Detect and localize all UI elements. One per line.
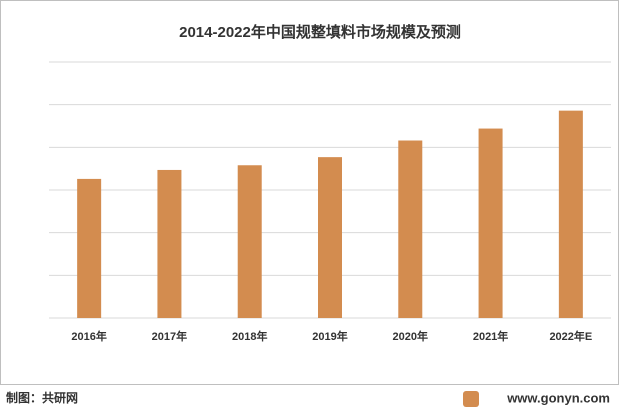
credit: 制图：共研网: [6, 390, 78, 405]
x-tick-label: 2022年E: [549, 329, 592, 343]
x-tick-label: 2021年: [473, 329, 508, 343]
bar: [157, 169, 182, 318]
bar: [398, 140, 423, 318]
website: www.gonyn.com: [506, 390, 610, 405]
chart-title: 2014-2022年中国规整填料市场规模及预测: [179, 23, 461, 41]
bar: [558, 110, 583, 318]
x-tick-label: 2020年: [393, 329, 428, 343]
logo: [463, 391, 479, 407]
chart-frame: [0, 0, 619, 385]
x-tick-label: 2018年: [232, 329, 267, 343]
bar: [77, 178, 102, 318]
bar: [237, 165, 262, 318]
x-tick-label: 2019年: [312, 329, 347, 343]
bar: [478, 128, 503, 318]
x-tick-label: 2016年: [71, 329, 106, 343]
x-tick-label: 2017年: [152, 329, 187, 343]
bar: [318, 157, 342, 318]
